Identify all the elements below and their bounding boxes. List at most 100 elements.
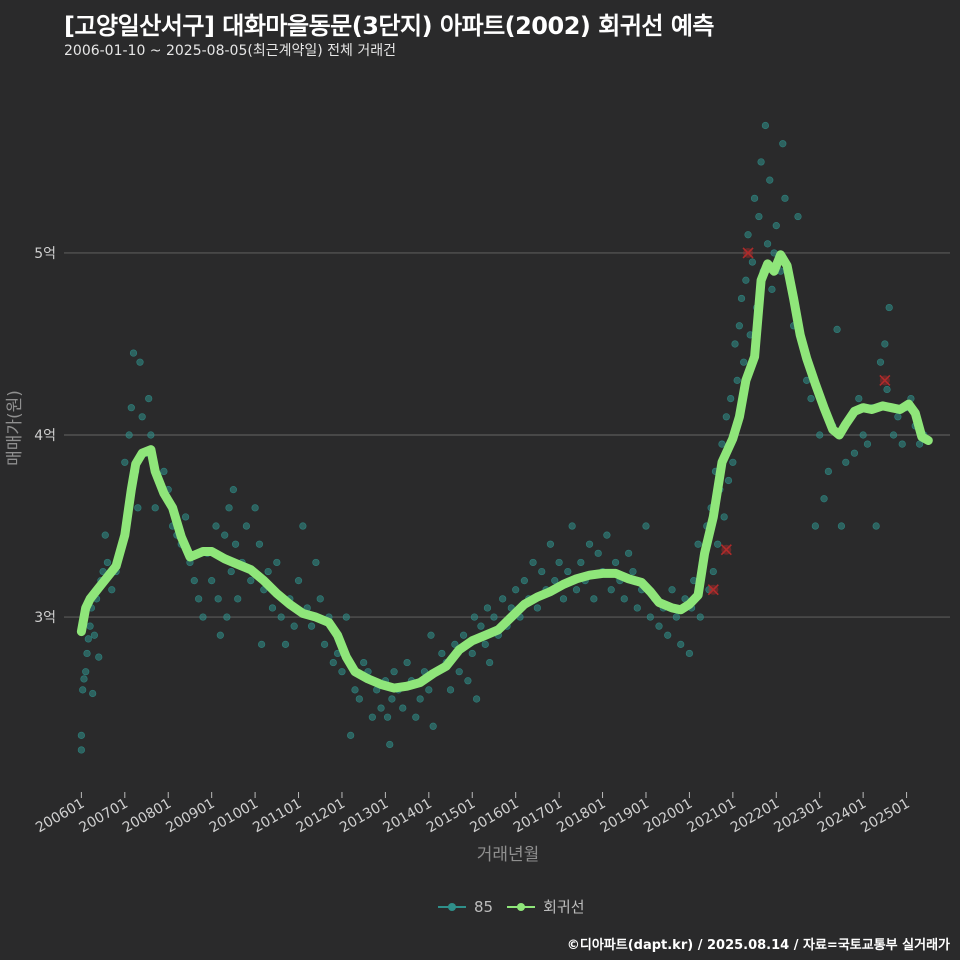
scatter-point <box>572 586 581 594</box>
scatter-point <box>512 586 520 594</box>
scatter-point <box>590 595 598 603</box>
scatter-point <box>594 549 602 557</box>
scatter-point <box>125 431 133 439</box>
scatter-point <box>646 613 654 621</box>
scatter-point <box>781 194 789 202</box>
scatter-point <box>740 358 748 366</box>
scatter-point <box>464 677 472 685</box>
scatter-point <box>79 686 87 694</box>
scatter-point <box>872 522 880 530</box>
y-tick-labels: 3억 4억 5억 <box>34 246 56 626</box>
scatter-point <box>212 522 220 530</box>
scatter-point <box>377 704 385 712</box>
scatter-point <box>147 431 155 439</box>
outlier-markers <box>707 247 891 596</box>
scatter-point <box>577 558 585 567</box>
x-tick-label: 202301 <box>771 796 825 837</box>
x-tick-label: 202101 <box>685 796 739 837</box>
scatter-point <box>629 567 637 576</box>
scatter-point <box>214 595 222 603</box>
x-tick-label: 201301 <box>337 796 391 837</box>
scatter-point <box>481 640 489 648</box>
scatter-point <box>83 649 91 658</box>
scatter-point <box>129 349 138 357</box>
scatter-point <box>885 303 893 312</box>
scatter-point <box>486 658 494 667</box>
scatter-point <box>724 476 733 485</box>
scatter-point <box>108 586 116 594</box>
scatter-point <box>386 740 394 749</box>
scatter-point <box>837 522 846 530</box>
scatter-point <box>477 622 485 630</box>
scatter-point <box>820 495 828 503</box>
scatter-point <box>883 385 891 394</box>
scatter-point <box>273 558 281 567</box>
scatter-point <box>772 222 780 230</box>
footer-credit: ©디아파트(dapt.kr) / 2025.08.14 / 자료=국토교통부 실… <box>566 938 950 953</box>
scatter-point <box>889 431 898 439</box>
scatter-point <box>451 640 459 648</box>
scatter-point <box>468 649 476 658</box>
scatter-point <box>568 522 576 530</box>
scatter-point <box>234 595 242 603</box>
scatter-point <box>520 577 528 585</box>
scatter-point <box>483 604 492 612</box>
scatter-point <box>533 604 542 612</box>
scatter-point <box>529 558 537 567</box>
x-tick-label: 201501 <box>424 796 478 837</box>
scatter-point <box>95 653 103 661</box>
scatter-point <box>459 631 468 639</box>
scatter-point <box>694 540 702 548</box>
scatter-point <box>221 531 229 539</box>
scatter-point <box>811 522 819 530</box>
scatter-points <box>77 121 928 754</box>
scatter-point <box>138 413 146 421</box>
scatter-point <box>438 649 446 658</box>
scatter-point <box>294 577 303 585</box>
scatter-point <box>416 695 424 703</box>
scatter-point <box>199 613 207 621</box>
scatter-point <box>412 713 420 721</box>
scatter-point <box>720 513 728 521</box>
scatter-point <box>729 458 737 466</box>
scatter-point <box>258 640 266 648</box>
scatter-point <box>251 504 259 512</box>
scatter-point <box>429 722 437 730</box>
scatter-point <box>816 431 824 439</box>
scatter-point <box>388 695 396 703</box>
regression-line <box>76 250 933 693</box>
scatter-point <box>231 540 240 548</box>
x-tick-label: 200901 <box>163 796 217 837</box>
scatter-point <box>80 675 88 683</box>
scatter-point <box>633 604 641 612</box>
x-tick-label: 202401 <box>815 796 869 837</box>
legend-item-regression: 회귀선 <box>507 896 585 917</box>
regression-line-path <box>76 250 933 693</box>
scatter-point <box>668 586 676 594</box>
scatter-point <box>863 440 872 448</box>
scatter-point <box>499 595 507 603</box>
legend-points-swatch <box>438 900 466 914</box>
scatter-point <box>103 558 112 567</box>
scatter-point <box>685 649 694 658</box>
scatter-point <box>722 413 730 421</box>
scatter-point <box>620 595 628 603</box>
page-title: [고양일산서구] 대화마을동문(3단지) 아파트(2002) 회귀선 예측 <box>64 12 715 40</box>
scatter-point <box>307 622 316 630</box>
scatter-point <box>360 658 368 667</box>
outlier-marker <box>879 374 891 386</box>
scatter-point <box>737 294 746 303</box>
scatter-point <box>551 577 559 585</box>
scatter-point <box>714 540 722 548</box>
scatter-point <box>718 440 726 448</box>
outlier-marker <box>742 247 754 259</box>
scatter-point <box>320 640 329 648</box>
scatter-point <box>342 613 350 621</box>
scatter-point <box>216 631 224 639</box>
scatter-point <box>585 540 594 548</box>
scatter-point <box>768 285 776 293</box>
scatter-point <box>82 668 90 676</box>
outlier-marker <box>707 584 719 596</box>
x-axis-label: 거래년월 <box>477 845 540 865</box>
